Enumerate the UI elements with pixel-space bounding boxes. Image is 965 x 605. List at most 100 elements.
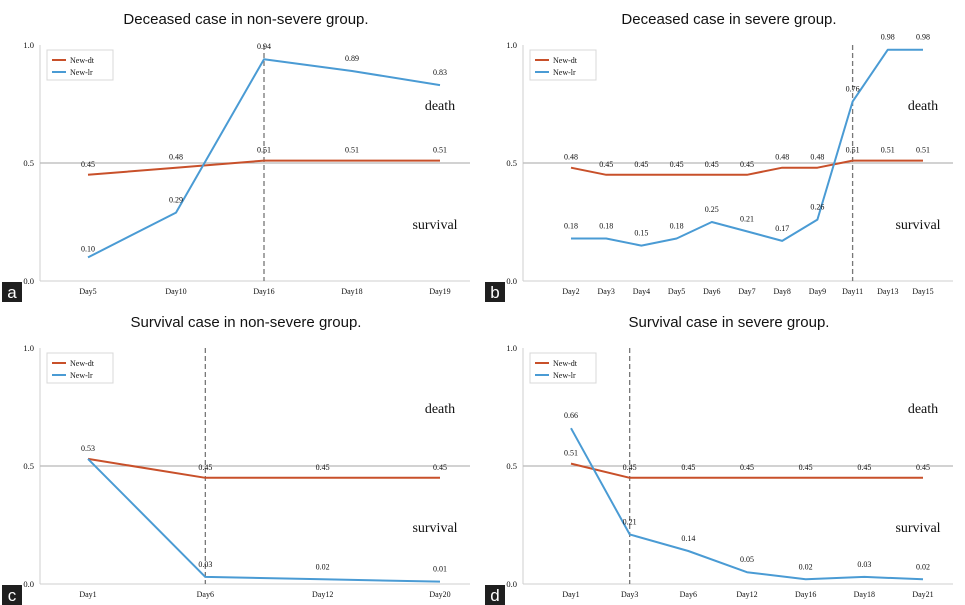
data-label: 0.45 <box>916 463 930 472</box>
chart-panel-b: Deceased case in severe group. 0.0 0.5 1.0 D… <box>483 0 965 302</box>
x-tick-label: Day18 <box>341 287 362 296</box>
series-line-new-dt <box>87 159 440 176</box>
data-label: 0.53 <box>81 444 95 453</box>
data-label: 0.45 <box>857 463 871 472</box>
x-tick-label: Day11 <box>842 287 863 296</box>
region-label-survival: survival <box>895 521 940 536</box>
data-label: 0.45 <box>740 463 754 472</box>
chart-panel-a: Deceased case in non-severe group. 0.0 0.5… <box>0 0 482 302</box>
series-line-new-dt <box>570 462 923 479</box>
data-label: 0.45 <box>799 463 813 472</box>
data-label: 0.45 <box>316 463 330 472</box>
data-label: 0.98 <box>881 33 895 42</box>
y-tick-label: 0.5 <box>506 461 517 471</box>
data-label: 0.45 <box>681 463 695 472</box>
x-tick-label: Day5 <box>668 287 685 296</box>
x-tick-label: Day3 <box>598 287 615 296</box>
data-label: 0.02 <box>916 562 930 571</box>
legend-box <box>46 352 114 384</box>
legend: New-dt New-lr <box>529 352 597 384</box>
data-label: 0.48 <box>169 153 183 162</box>
chart-svg: Survival case in severe group. 0.0 0.5 1.0 D… <box>485 314 953 605</box>
legend-label: New-dt <box>70 56 95 65</box>
series-line-new-dt <box>570 159 923 176</box>
chart-title: Survival case in severe group. <box>629 314 830 331</box>
panel-letter: a <box>7 283 17 302</box>
x-tick-label: Day13 <box>877 287 898 296</box>
region-label-death: death <box>908 99 938 114</box>
data-label: 0.17 <box>775 224 789 233</box>
data-label: 0.51 <box>433 146 447 155</box>
legend-label: New-lr <box>553 371 576 380</box>
chart-title: Survival case in non-severe group. <box>131 314 362 331</box>
data-label: 0.45 <box>705 160 719 169</box>
y-tick-label: 1.0 <box>506 40 517 50</box>
data-label: 0.45 <box>433 463 447 472</box>
data-label: 0.98 <box>916 33 930 42</box>
data-label: 0.45 <box>623 463 637 472</box>
legend-box <box>529 352 597 384</box>
series-line-new-lr <box>570 427 924 581</box>
x-tick-label: Day1 <box>562 590 579 599</box>
x-tick-label: Day7 <box>738 287 755 296</box>
legend-label: New-lr <box>70 68 93 77</box>
x-tick-label: Day19 <box>429 287 450 296</box>
panel-letter: d <box>490 586 499 605</box>
series-line-new-lr <box>87 58 441 259</box>
data-label: 0.51 <box>564 449 578 458</box>
y-tick-label: 0.0 <box>23 276 34 286</box>
data-label: 0.18 <box>564 222 578 231</box>
data-label: 0.03 <box>198 560 212 569</box>
legend: New-dt New-lr <box>529 49 597 81</box>
series-line-new-lr <box>87 458 441 583</box>
data-label: 0.45 <box>81 160 95 169</box>
data-label: 0.51 <box>916 146 930 155</box>
x-tick-label: Day1 <box>79 590 96 599</box>
data-label: 0.02 <box>799 562 813 571</box>
x-tick-label: Day2 <box>562 287 579 296</box>
legend: New-dt New-lr <box>46 49 114 81</box>
y-tick-label: 1.0 <box>506 343 517 353</box>
data-label: 0.01 <box>433 565 447 574</box>
x-tick-label: Day16 <box>253 287 274 296</box>
data-label: 0.26 <box>810 203 824 212</box>
data-label: 0.18 <box>670 222 684 231</box>
data-label: 0.89 <box>345 54 359 63</box>
y-tick-label: 0.0 <box>506 276 517 286</box>
data-label: 0.51 <box>345 146 359 155</box>
data-label: 0.51 <box>846 146 860 155</box>
region-label-death: death <box>908 402 938 417</box>
chart-panel-c: Survival case in non-severe group. 0.0 0.5… <box>0 303 482 605</box>
x-tick-label: Day15 <box>912 287 933 296</box>
x-tick-label: Day8 <box>774 287 791 296</box>
data-label: 0.10 <box>81 244 95 253</box>
chart-title: Deceased case in non-severe group. <box>123 11 368 28</box>
data-label: 0.45 <box>740 160 754 169</box>
x-tick-label: Day5 <box>79 287 96 296</box>
data-label: 0.83 <box>433 68 447 77</box>
region-label-survival: survival <box>895 218 940 233</box>
data-label: 0.29 <box>169 196 183 205</box>
legend-label: New-dt <box>553 359 578 368</box>
data-label: 0.51 <box>257 146 271 155</box>
x-tick-label: Day20 <box>429 590 450 599</box>
data-label: 0.94 <box>257 42 271 51</box>
data-label: 0.45 <box>634 160 648 169</box>
y-tick-label: 1.0 <box>23 343 34 353</box>
x-tick-label: Day16 <box>795 590 816 599</box>
data-label: 0.14 <box>681 534 695 543</box>
region-label-death: death <box>425 402 455 417</box>
series-line-new-dt <box>87 457 440 479</box>
x-tick-label: Day21 <box>912 590 933 599</box>
x-tick-label: Day4 <box>633 287 650 296</box>
x-tick-label: Day6 <box>703 287 720 296</box>
x-tick-label: Day3 <box>621 590 638 599</box>
x-tick-label: Day6 <box>680 590 697 599</box>
legend-box <box>529 49 597 81</box>
data-label: 0.45 <box>670 160 684 169</box>
x-tick-label: Day9 <box>809 287 826 296</box>
x-tick-label: Day12 <box>312 590 333 599</box>
chart-svg: Survival case in non-severe group. 0.0 0.5… <box>2 314 470 605</box>
chart-title: Deceased case in severe group. <box>621 11 836 28</box>
chart-svg: Deceased case in non-severe group. 0.0 0.5… <box>2 11 470 302</box>
